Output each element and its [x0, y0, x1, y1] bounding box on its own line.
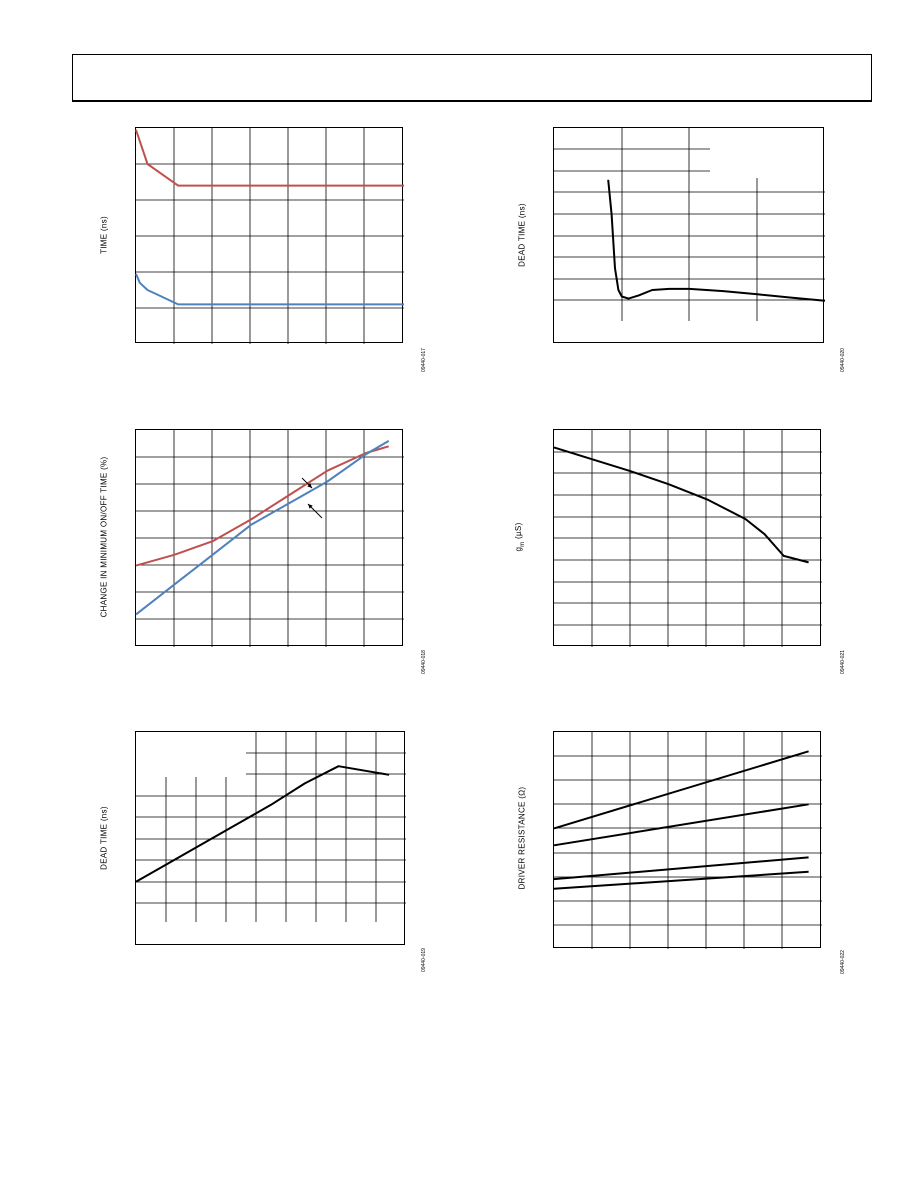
chart-1-plot-area: [135, 127, 404, 344]
page-header-box: [72, 54, 872, 102]
chart-4-y-label-sub: m: [519, 541, 526, 547]
chart-6-svg: [553, 732, 822, 949]
chart-2-figure-id: 09440-020: [840, 348, 846, 372]
chart-3-y-axis-label: CHANGE IN MINIMUM ON/OFF TIME (%): [99, 456, 109, 618]
chart-4-y-label-rest: (µS): [514, 522, 524, 542]
chart-5-plot-area: [135, 731, 406, 945]
chart-3-svg: [135, 430, 404, 647]
chart-5-figure-id: 09440-019: [421, 948, 427, 972]
chart-4-svg: [553, 430, 822, 647]
series-line-1: [553, 446, 809, 564]
chart-4-y-axis-label: gm (µS): [514, 522, 526, 551]
chart-6-figure-id: 09440-022: [840, 950, 846, 974]
chart-1-figure-id: 09440-017: [421, 348, 427, 372]
series-line-2: [135, 273, 404, 306]
callout-arrow-red-head: [307, 483, 312, 488]
chart-1-y-axis-label: TIME (ns): [99, 216, 109, 254]
series-line-1: [135, 445, 389, 567]
chart-4-y-label-main: g: [514, 546, 524, 552]
series-line-1: [135, 129, 404, 187]
chart-6-y-axis-label: DRIVER RESISTANCE (Ω): [517, 786, 527, 890]
series-line-3: [553, 856, 809, 881]
chart-4-figure-id: 09440-021: [840, 650, 846, 674]
chart-3-figure-id: 09440-018: [421, 650, 427, 674]
chart-6-plot-area: [553, 731, 822, 949]
chart-1-svg: [135, 128, 404, 344]
chart-4-plot-area: [553, 429, 822, 647]
series-line-1: [135, 765, 390, 883]
series-line-2: [135, 440, 390, 616]
chart-2-y-axis-label: DEAD TIME (ns): [517, 203, 527, 267]
series-line-1: [607, 179, 826, 302]
callout-arrow-blue-head: [308, 504, 313, 509]
chart-5-svg: [135, 732, 406, 922]
series-line-2: [553, 803, 809, 847]
chart-5-y-axis-label: DEAD TIME (ns): [99, 806, 109, 870]
series-line-4: [553, 870, 809, 890]
chart-2-plot-area: [553, 127, 826, 343]
series-line-1: [553, 750, 809, 830]
chart-2-svg: [554, 128, 826, 321]
chart-3-plot-area: [135, 429, 404, 647]
